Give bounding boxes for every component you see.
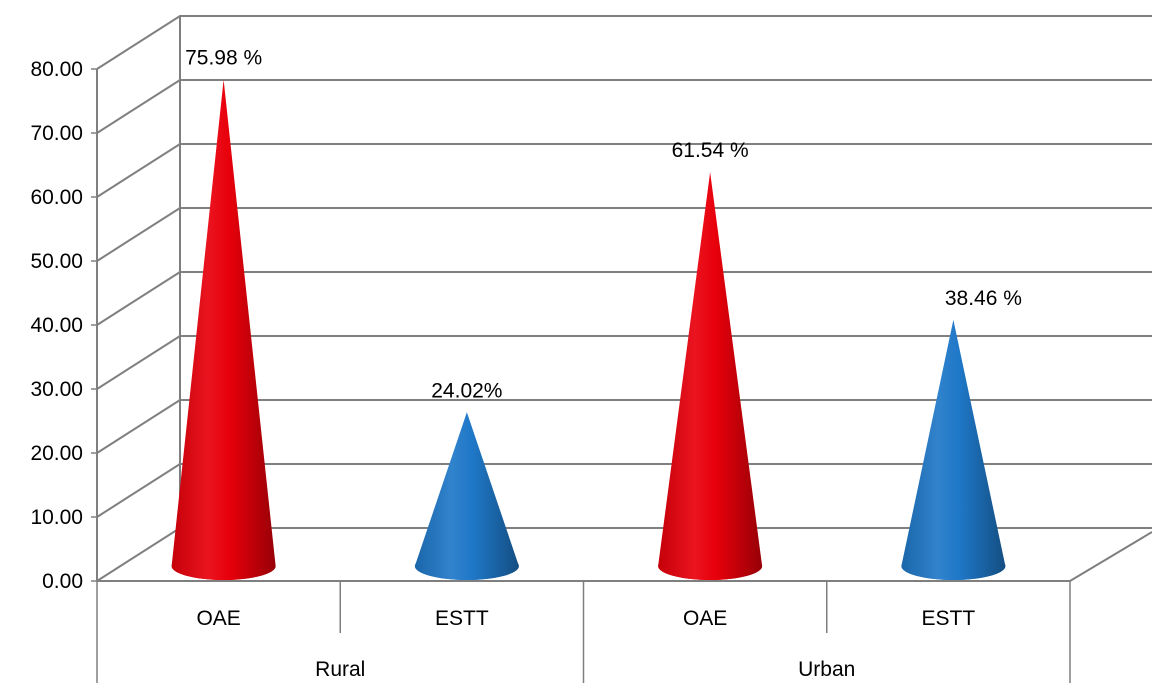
y-tick-label: 80.00 — [30, 58, 83, 81]
category-label: OAE — [683, 607, 727, 630]
data-labels: 75.98 % 24.02% 61.54 % 38.46 % — [185, 47, 1022, 403]
cone-series — [171, 79, 1006, 581]
cone-body — [171, 79, 276, 580]
category-label: ESTT — [435, 607, 489, 630]
cone-body — [414, 412, 519, 580]
y-tick-label: 10.00 — [30, 506, 83, 529]
y-tick-label: 70.00 — [30, 122, 83, 145]
y-tick-label: 60.00 — [30, 186, 83, 209]
gridline — [96, 79, 1152, 134]
cone-bar — [901, 319, 1006, 580]
cone-bar — [171, 79, 276, 580]
data-label: 75.98 % — [185, 47, 262, 70]
axes — [91, 16, 1152, 683]
y-tick-label: 40.00 — [30, 314, 83, 337]
category-label: OAE — [196, 607, 240, 630]
data-label: 38.46 % — [945, 287, 1022, 310]
y-tick-label: 0.00 — [42, 570, 83, 593]
cone-bar — [414, 412, 519, 580]
x-axis-labels: OAE ESTT OAE ESTT Rural Urban — [196, 607, 975, 681]
y-tick-label: 30.00 — [30, 378, 83, 401]
y-tick-labels: 0.00 10.00 20.00 30.00 40.00 50.00 60.00 70.00 8… — [30, 58, 83, 593]
cone-bar — [658, 172, 763, 581]
category-label: ESTT — [922, 607, 976, 630]
data-label: 24.02% — [431, 379, 502, 402]
data-label: 61.54 % — [672, 139, 749, 162]
gridline — [96, 207, 1152, 262]
cone-body — [658, 172, 763, 581]
group-label: Urban — [798, 658, 855, 681]
y-tick-label: 50.00 — [30, 250, 83, 273]
y-tick-label: 20.00 — [30, 442, 83, 465]
gridline — [96, 143, 1152, 198]
cone-body — [901, 319, 1006, 580]
group-label: Rural — [315, 658, 365, 681]
